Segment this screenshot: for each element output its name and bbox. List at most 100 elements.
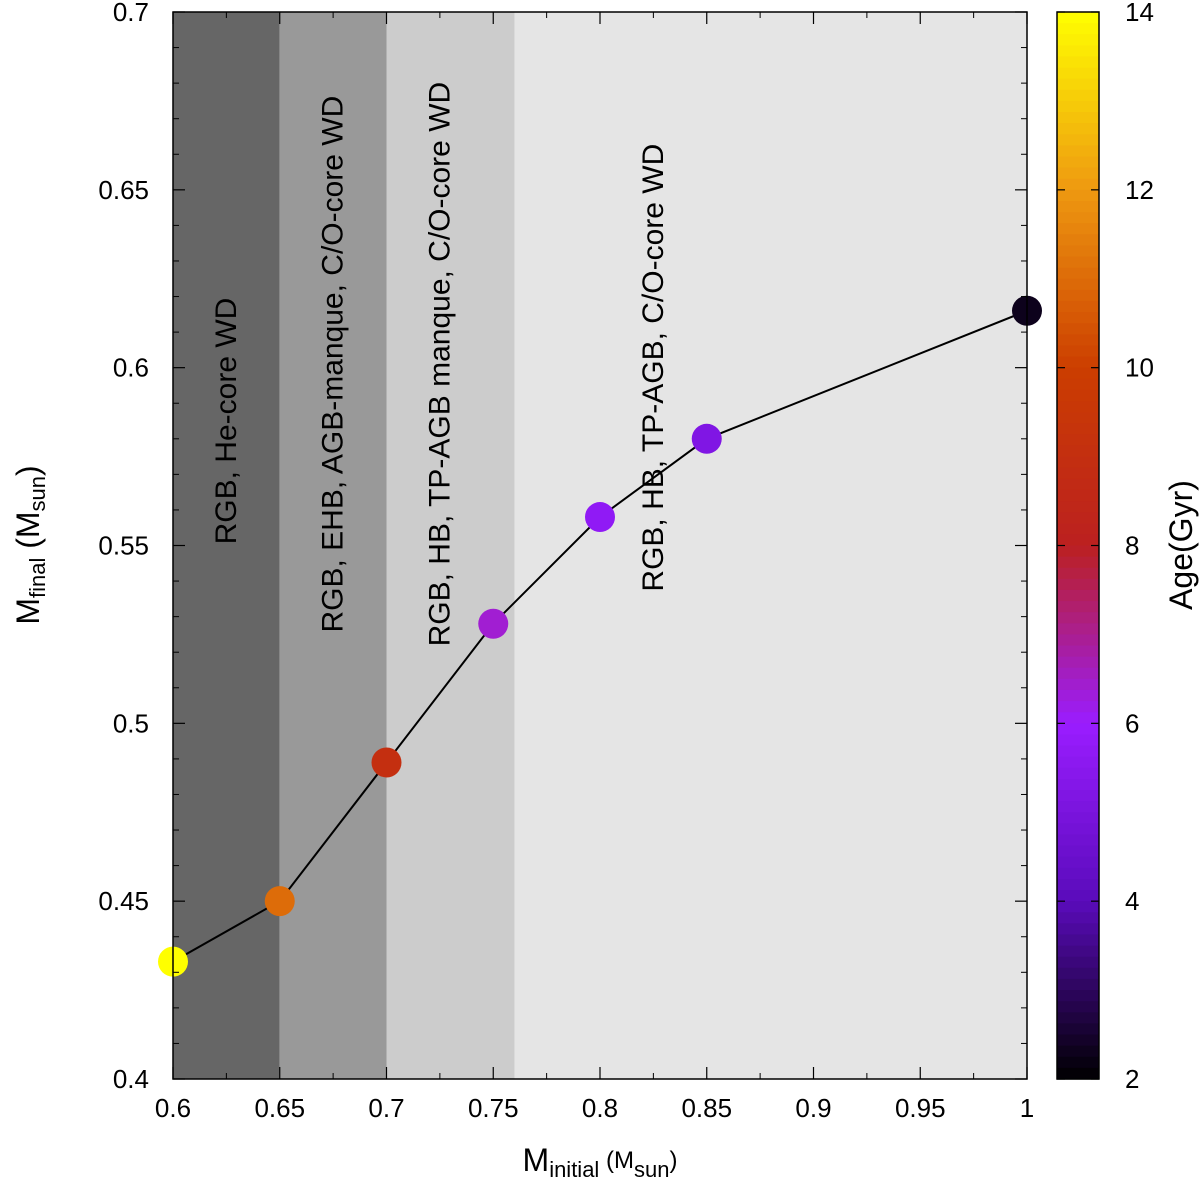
region-label-2: RGB, EHB, AGB-manque, C/O-core WD xyxy=(317,96,350,633)
colorbar-band xyxy=(1057,534,1099,547)
colorbar-band xyxy=(1057,45,1099,58)
region-band-4 xyxy=(514,12,1027,1079)
colorbar-band xyxy=(1057,523,1099,535)
x-tick-label: 0.7 xyxy=(368,1093,404,1123)
colorbar-tick-label: 10 xyxy=(1125,353,1154,383)
y-tick-label: 0.7 xyxy=(113,0,149,27)
colorbar-band xyxy=(1057,1067,1099,1080)
colorbar-band xyxy=(1057,923,1099,936)
colorbar-band xyxy=(1057,78,1099,91)
colorbar-band xyxy=(1057,212,1099,224)
y-tick-label: 0.5 xyxy=(113,708,149,738)
colorbar-band xyxy=(1057,467,1099,480)
colorbar-band xyxy=(1057,934,1099,947)
region-band-2 xyxy=(279,12,387,1079)
colorbar-band xyxy=(1057,834,1099,847)
colorbar-band xyxy=(1057,545,1099,558)
x-tick-label: 0.75 xyxy=(468,1093,519,1123)
colorbar-band xyxy=(1057,623,1099,636)
colorbar-band xyxy=(1057,100,1099,113)
colorbar-tick-label: 2 xyxy=(1125,1064,1139,1094)
colorbar-band xyxy=(1057,1056,1099,1069)
colorbar-band xyxy=(1057,56,1099,69)
x-tick-label: 0.65 xyxy=(254,1093,305,1123)
colorbar-band xyxy=(1057,267,1099,280)
colorbar-band xyxy=(1057,34,1099,46)
colorbar-band xyxy=(1057,356,1099,369)
colorbar-band xyxy=(1057,734,1099,747)
x-tick-label: 0.8 xyxy=(582,1093,618,1123)
colorbar-band xyxy=(1057,501,1099,513)
data-point-6 xyxy=(691,423,722,454)
colorbar-band xyxy=(1057,378,1099,391)
colorbar-band xyxy=(1057,389,1099,402)
colorbar-band xyxy=(1057,345,1099,358)
colorbar-band xyxy=(1057,912,1099,924)
plot-axes: 0.6 0.65 0.7 0.75 0.8 0.85 0.9 0.95 1 0.4 0.45 0.5 0… xyxy=(98,0,1034,1123)
data-point-3 xyxy=(371,747,402,778)
x-axis-title: Minitial (Msun) xyxy=(523,1142,678,1182)
data-point-5 xyxy=(585,502,615,533)
colorbar-band xyxy=(1057,367,1099,380)
colorbar-band xyxy=(1057,278,1099,291)
colorbar-band xyxy=(1057,667,1099,680)
colorbar-band xyxy=(1057,945,1099,958)
colorbar-band xyxy=(1057,1034,1099,1047)
x-tick-label: 0.85 xyxy=(681,1093,732,1123)
age-colorbar: 2 4 6 8 10 12 14 Age(Gyr) xyxy=(1056,0,1199,1094)
colorbar-band xyxy=(1057,334,1099,347)
data-point-2 xyxy=(264,886,295,917)
colorbar-band xyxy=(1057,723,1099,736)
region-label-4: RGB, HB, TP-AGB, C/O-core WD xyxy=(637,144,670,592)
colorbar-band xyxy=(1057,689,1099,702)
region-band-3 xyxy=(386,12,515,1079)
axis-titles: Minitial (Msun) Mfinal (Msun) xyxy=(10,465,677,1181)
colorbar-band xyxy=(1057,134,1099,146)
colorbar-band xyxy=(1057,878,1099,891)
region-label-1: RGB, He-core WD xyxy=(210,298,243,545)
colorbar-band xyxy=(1057,23,1099,35)
colorbar-band xyxy=(1057,634,1099,647)
data-points xyxy=(158,295,1042,977)
colorbar-band xyxy=(1057,1012,1099,1025)
colorbar-band xyxy=(1057,423,1099,435)
y-tick-label: 0.45 xyxy=(98,886,149,916)
colorbar-band xyxy=(1057,401,1099,413)
colorbar-band xyxy=(1057,956,1099,969)
colorbar-band xyxy=(1057,323,1099,335)
region-labels: RGB, He-core WD RGB, EHB, AGB-manque, C/O… xyxy=(210,82,670,647)
colorbar-band xyxy=(1057,156,1099,169)
colorbar-band xyxy=(1057,300,1099,313)
colorbar-band xyxy=(1057,412,1099,424)
colorbar-band xyxy=(1057,990,1099,1002)
region-label-3: RGB, HB, TP-AGB manque, C/O-core WD xyxy=(423,82,456,647)
colorbar-band xyxy=(1057,856,1099,869)
colorbar-band xyxy=(1057,801,1099,813)
colorbar-band xyxy=(1057,678,1099,691)
colorbar-band xyxy=(1057,189,1099,202)
y-tick-label: 0.65 xyxy=(98,175,149,205)
y-tick-label: 0.4 xyxy=(113,1064,149,1094)
colorbar-band xyxy=(1057,601,1099,613)
colorbar-band xyxy=(1057,701,1099,713)
y-axis-title: Mfinal (Msun) xyxy=(10,465,50,624)
x-tick-label: 0.9 xyxy=(795,1093,831,1123)
colorbar-band xyxy=(1057,812,1099,824)
x-tick-label: 1 xyxy=(1020,1093,1034,1123)
colorbar-band xyxy=(1057,1001,1099,1013)
data-point-4 xyxy=(478,608,509,639)
colorbar-band xyxy=(1057,456,1099,469)
colorbar-band xyxy=(1057,223,1099,235)
colorbar-band xyxy=(1057,123,1099,135)
colorbar-band xyxy=(1057,589,1099,602)
colorbar-tick-label: 12 xyxy=(1125,175,1154,205)
colorbar-tick-label: 14 xyxy=(1125,0,1154,27)
colorbar-band xyxy=(1057,712,1099,724)
colorbar-band xyxy=(1057,234,1099,247)
colorbar-band xyxy=(1057,112,1099,124)
colorbar-band xyxy=(1057,901,1099,913)
colorbar-band xyxy=(1057,145,1099,158)
colorbar-band xyxy=(1057,245,1099,258)
colorbar-tick-label: 4 xyxy=(1125,886,1139,916)
